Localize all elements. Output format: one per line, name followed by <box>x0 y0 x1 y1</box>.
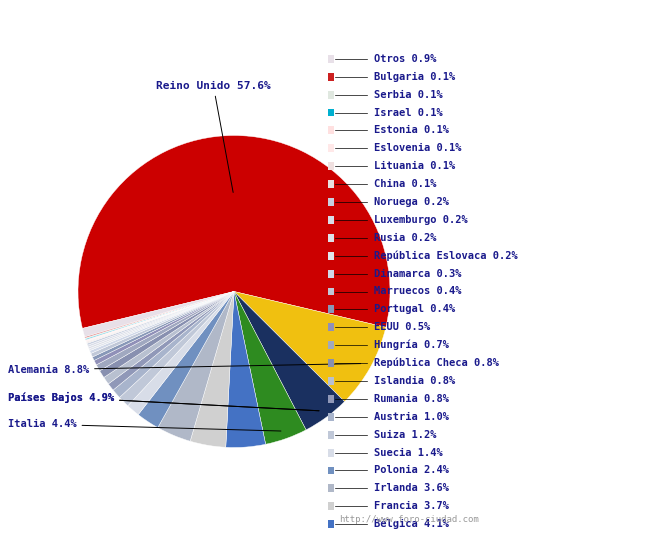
Wedge shape <box>86 292 234 342</box>
Wedge shape <box>84 292 234 338</box>
Wedge shape <box>190 292 234 447</box>
Wedge shape <box>87 292 234 345</box>
Text: http://www.foro-ciudad.com: http://www.foro-ciudad.com <box>339 515 480 524</box>
Wedge shape <box>85 292 234 339</box>
Wedge shape <box>96 292 234 371</box>
Wedge shape <box>104 292 234 384</box>
FancyBboxPatch shape <box>328 108 334 117</box>
Text: República Checa 0.8%: República Checa 0.8% <box>374 358 499 368</box>
Wedge shape <box>128 292 234 415</box>
FancyBboxPatch shape <box>328 55 334 63</box>
Wedge shape <box>91 292 234 357</box>
Wedge shape <box>120 292 234 406</box>
FancyBboxPatch shape <box>328 216 334 224</box>
Wedge shape <box>88 292 234 347</box>
Text: Noruega 0.2%: Noruega 0.2% <box>374 197 448 207</box>
Text: Suiza 1.2%: Suiza 1.2% <box>374 430 436 439</box>
Text: China 0.1%: China 0.1% <box>374 179 436 189</box>
Text: Israel 0.1%: Israel 0.1% <box>374 108 443 118</box>
Text: Suecia 1.4%: Suecia 1.4% <box>374 448 443 458</box>
FancyBboxPatch shape <box>328 359 334 367</box>
Wedge shape <box>158 292 234 441</box>
Wedge shape <box>89 292 234 351</box>
Text: Bulgaria 0.1%: Bulgaria 0.1% <box>374 72 455 82</box>
FancyBboxPatch shape <box>328 73 334 81</box>
Wedge shape <box>85 292 234 340</box>
Text: Lituania 0.1%: Lituania 0.1% <box>374 161 455 171</box>
Text: Otros 0.9%: Otros 0.9% <box>374 54 436 64</box>
Text: Rusia 0.2%: Rusia 0.2% <box>374 233 436 243</box>
Text: Serbia 0.1%: Serbia 0.1% <box>374 90 443 100</box>
Text: Reino Unido 57.6%: Reino Unido 57.6% <box>156 81 271 192</box>
Wedge shape <box>86 292 234 340</box>
Wedge shape <box>99 292 234 377</box>
FancyBboxPatch shape <box>328 323 334 331</box>
FancyBboxPatch shape <box>328 502 334 510</box>
Wedge shape <box>234 292 344 430</box>
Wedge shape <box>109 292 234 390</box>
FancyBboxPatch shape <box>328 180 334 188</box>
FancyBboxPatch shape <box>328 341 334 349</box>
Wedge shape <box>83 292 234 337</box>
FancyBboxPatch shape <box>328 485 334 492</box>
Text: Rumania 0.8%: Rumania 0.8% <box>374 394 448 404</box>
Text: Dinamarca 0.3%: Dinamarca 0.3% <box>374 268 461 279</box>
FancyBboxPatch shape <box>328 449 334 456</box>
FancyBboxPatch shape <box>328 162 334 170</box>
Text: EEUU 0.5%: EEUU 0.5% <box>374 322 430 332</box>
FancyBboxPatch shape <box>328 198 334 206</box>
Text: Austria 1.0%: Austria 1.0% <box>374 412 448 422</box>
FancyBboxPatch shape <box>328 234 334 242</box>
FancyBboxPatch shape <box>328 144 334 152</box>
Text: Marruecos 0.4%: Marruecos 0.4% <box>374 287 461 296</box>
Text: Adeje - Turistas extranjeros según país - Agosto de 2024: Adeje - Turistas extranjeros según país … <box>21 10 629 29</box>
FancyBboxPatch shape <box>328 431 334 439</box>
FancyBboxPatch shape <box>328 270 334 278</box>
Wedge shape <box>78 135 390 328</box>
Text: Estonia 0.1%: Estonia 0.1% <box>374 125 448 135</box>
FancyBboxPatch shape <box>328 413 334 421</box>
Wedge shape <box>138 292 234 427</box>
Text: Eslovenia 0.1%: Eslovenia 0.1% <box>374 144 461 153</box>
Wedge shape <box>113 292 234 398</box>
Text: Países Bajos 4.9%: Países Bajos 4.9% <box>8 392 319 411</box>
Text: Bélgica 4.1%: Bélgica 4.1% <box>374 519 448 530</box>
Wedge shape <box>90 292 234 354</box>
Text: Italia 4.4%: Italia 4.4% <box>8 419 281 431</box>
Wedge shape <box>86 292 234 343</box>
FancyBboxPatch shape <box>328 305 334 313</box>
Wedge shape <box>88 292 234 349</box>
Text: Alemania 8.8%: Alemania 8.8% <box>8 364 361 375</box>
Text: República Eslovaca 0.2%: República Eslovaca 0.2% <box>374 250 517 261</box>
Text: Irlanda 3.6%: Irlanda 3.6% <box>374 483 448 493</box>
Text: Países Bajos 4.9%: Países Bajos 4.9% <box>8 392 319 411</box>
FancyBboxPatch shape <box>328 395 334 403</box>
Wedge shape <box>94 292 234 365</box>
Wedge shape <box>234 292 306 444</box>
Text: Portugal 0.4%: Portugal 0.4% <box>374 304 455 315</box>
Text: Hungría 0.7%: Hungría 0.7% <box>374 340 448 350</box>
Wedge shape <box>86 292 234 343</box>
Text: Luxemburgo 0.2%: Luxemburgo 0.2% <box>374 215 467 225</box>
Wedge shape <box>226 292 266 448</box>
FancyBboxPatch shape <box>328 126 334 134</box>
Wedge shape <box>234 292 386 402</box>
FancyBboxPatch shape <box>328 91 334 98</box>
Text: Islandia 0.8%: Islandia 0.8% <box>374 376 455 386</box>
Text: Polonia 2.4%: Polonia 2.4% <box>374 465 448 475</box>
Wedge shape <box>92 292 234 360</box>
FancyBboxPatch shape <box>328 288 334 295</box>
FancyBboxPatch shape <box>328 252 334 260</box>
FancyBboxPatch shape <box>328 520 334 528</box>
Text: Francia 3.7%: Francia 3.7% <box>374 501 448 512</box>
FancyBboxPatch shape <box>328 377 334 385</box>
FancyBboxPatch shape <box>328 466 334 475</box>
